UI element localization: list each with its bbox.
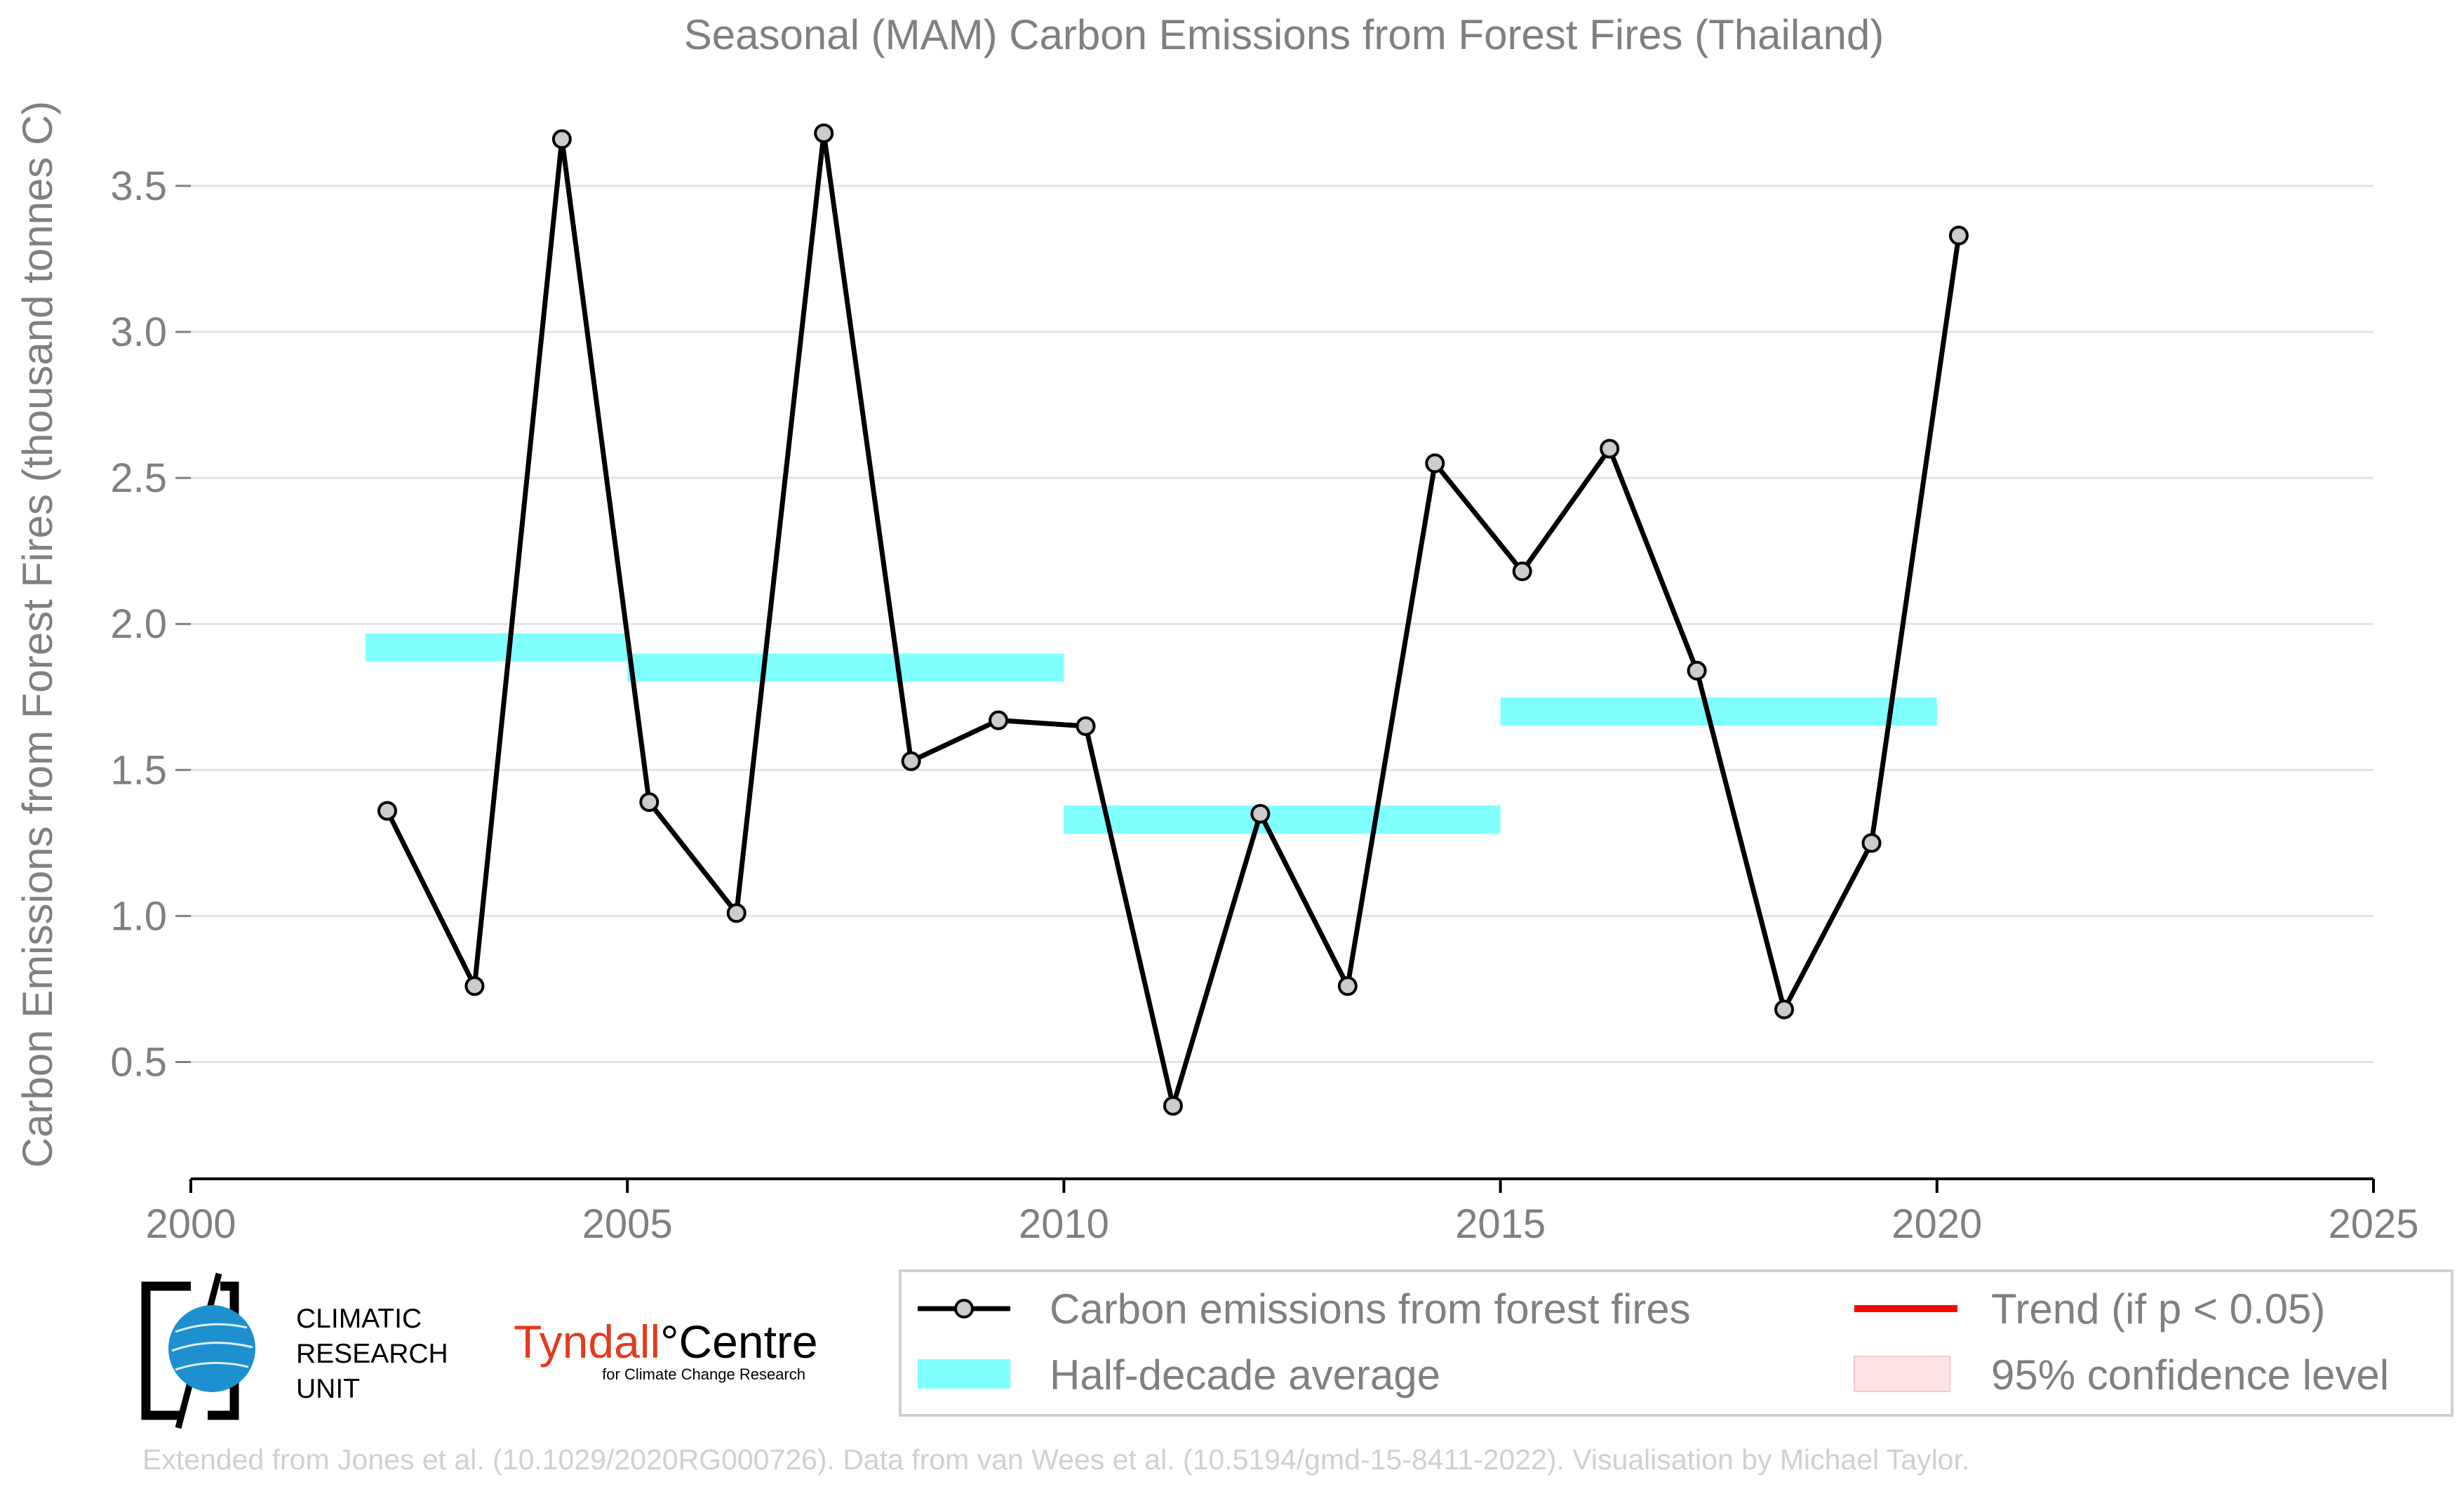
legend-label-confidence: 95% confidence level: [1991, 1351, 2389, 1398]
half-decade-average-bar: [627, 653, 1064, 682]
data-point: [551, 129, 572, 149]
series-markers: [377, 123, 1969, 1116]
series-line: [384, 131, 1962, 1109]
cru-logo-line-2: RESEARCH: [296, 1339, 448, 1369]
data-point: [639, 792, 659, 813]
x-tick-label: 2005: [582, 1201, 673, 1247]
legend-average-swatch: [918, 1359, 1010, 1389]
svg-text:Tyndall°Centre: Tyndall°Centre: [514, 1316, 818, 1368]
y-tick-label: 0.5: [110, 1040, 167, 1086]
tyndall-name: Tyndall: [514, 1316, 660, 1368]
y-tick-label: 2.5: [110, 455, 167, 501]
data-point: [1076, 716, 1096, 736]
data-point: [1425, 453, 1445, 474]
tyndall-logo: Tyndall°Centre for Climate Change Resear…: [514, 1316, 818, 1383]
y-tick-label: 2.0: [110, 601, 167, 647]
y-tick-label: 3.0: [110, 309, 167, 355]
legend-confidence-swatch: [1854, 1356, 1950, 1392]
footer-credit: Extended from Jones et al. (10.1029/2020…: [142, 1443, 1969, 1476]
cru-logo: CLIMATIC RESEARCH UNIT: [141, 1272, 448, 1429]
y-tick-labels: 0.5 1.0 1.5 2.0 2.5 3.0 3.5: [110, 163, 167, 1086]
data-point: [1861, 833, 1882, 853]
data-point: [1948, 225, 1969, 246]
x-tick-label: 2015: [1455, 1201, 1546, 1247]
y-tick-label: 3.5: [110, 163, 167, 209]
data-point: [1512, 561, 1532, 582]
data-point: [1337, 976, 1358, 996]
cru-logo-line-1: CLIMATIC: [296, 1304, 422, 1334]
data-point: [1774, 999, 1795, 1020]
half-decade-average-bar: [1064, 806, 1501, 834]
gridlines: [175, 185, 2373, 1064]
x-tick-label: 2000: [145, 1201, 236, 1247]
legend: Carbon emissions from forest fires Trend…: [899, 1269, 2453, 1417]
legend-label-trend: Trend (if p < 0.05): [1991, 1285, 2325, 1333]
data-point: [464, 976, 485, 996]
x-ticks: [189, 1179, 2375, 1193]
data-point: [726, 903, 746, 923]
tyndall-tagline: for Climate Change Research: [602, 1365, 805, 1383]
half-decade-average-bars: [365, 633, 1937, 834]
data-point: [901, 751, 921, 771]
y-tick-label: 1.5: [110, 747, 167, 793]
data-point: [989, 710, 1009, 730]
legend-series-marker: [954, 1299, 974, 1318]
half-decade-average-bar: [365, 633, 628, 662]
data-point: [814, 123, 834, 143]
data-point: [1250, 803, 1271, 824]
legend-frame: [899, 1269, 2453, 1417]
x-tick-label: 2025: [2328, 1201, 2418, 1247]
y-tick-label: 1.0: [110, 893, 167, 939]
data-point: [377, 801, 397, 821]
tyndall-suffix: °Centre: [660, 1316, 818, 1368]
data-point: [1687, 660, 1707, 681]
cru-logo-line-3: UNIT: [296, 1374, 360, 1404]
data-point: [1600, 439, 1620, 459]
half-decade-average-bar: [1500, 697, 1937, 726]
y-axis-label: Carbon Emissions from Forest Fires (thou…: [14, 101, 61, 1168]
globe-lines: [171, 1323, 253, 1371]
legend-label-series: Carbon emissions from forest fires: [1050, 1285, 1691, 1333]
data-point: [1163, 1095, 1183, 1116]
legend-label-average: Half-decade average: [1050, 1351, 1440, 1398]
x-tick-label: 2020: [1891, 1201, 1982, 1247]
x-tick-labels: 2000 2005 2010 2015 2020 2025: [145, 1201, 2418, 1247]
x-tick-label: 2010: [1019, 1201, 1109, 1247]
chart-title: Seasonal (MAM) Carbon Emissions from For…: [684, 11, 1884, 58]
